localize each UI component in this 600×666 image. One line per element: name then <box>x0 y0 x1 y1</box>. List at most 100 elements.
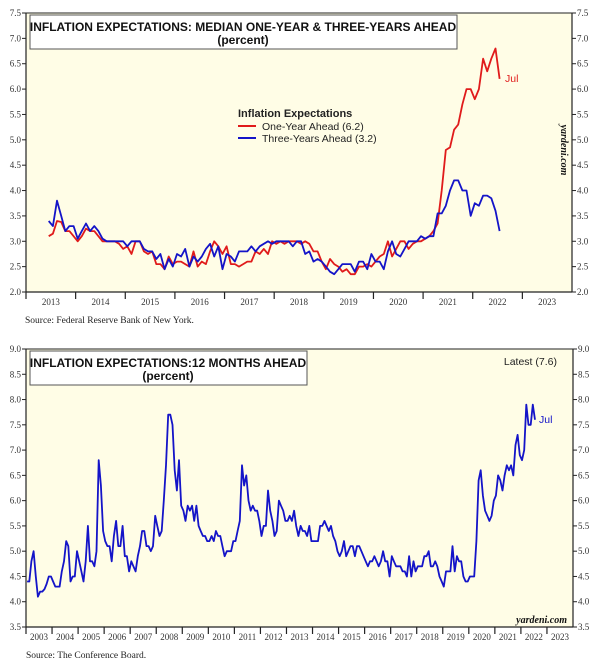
plot-area <box>26 349 573 627</box>
x-tick-label: 2021 <box>499 632 517 642</box>
y-tick-label-left: 3.5 <box>10 211 22 221</box>
y-tick-label-left: 9.0 <box>10 344 22 354</box>
y-tick-label-left: 7.5 <box>10 420 22 430</box>
y-tick-label-right: 5.0 <box>578 546 590 556</box>
source-note: Source: The Conference Board. <box>26 650 146 661</box>
y-tick-label-left: 5.5 <box>10 521 22 531</box>
watermark: yardeni.com <box>515 615 567 626</box>
y-tick-label-left: 8.0 <box>10 395 22 405</box>
y-tick-label-right: 4.5 <box>577 160 589 170</box>
chart-title: INFLATION EXPECTATIONS: MEDIAN ONE-YEAR … <box>30 20 457 34</box>
plot-area <box>26 13 572 292</box>
x-tick-label: 2014 <box>317 632 336 642</box>
y-tick-label-left: 8.5 <box>10 369 22 379</box>
y-tick-label-right: 4.5 <box>578 571 590 581</box>
y-tick-label-left: 3.5 <box>10 622 22 632</box>
y-tick-label-right: 6.5 <box>578 470 590 480</box>
x-tick-label: 2020 <box>389 297 408 307</box>
y-tick-label-left: 6.0 <box>10 84 22 94</box>
x-tick-label: 2004 <box>56 632 75 642</box>
legend-title: Inflation Expectations <box>238 108 352 120</box>
y-tick-label-left: 4.0 <box>10 186 22 196</box>
y-tick-label-right: 4.0 <box>578 597 590 607</box>
x-tick-label: 2022 <box>489 297 507 307</box>
y-tick-label-right: 5.5 <box>577 109 589 119</box>
x-tick-label: 2011 <box>239 632 257 642</box>
y-tick-label-right: 6.0 <box>578 496 590 506</box>
x-tick-label: 2013 <box>42 297 61 307</box>
x-tick-label: 2017 <box>240 297 259 307</box>
x-tick-label: 2016 <box>369 632 388 642</box>
y-tick-label-left: 4.5 <box>10 571 22 581</box>
y-tick-label-right: 6.5 <box>577 59 589 69</box>
x-tick-label: 2006 <box>108 632 127 642</box>
x-tick-label: 2018 <box>421 632 440 642</box>
y-tick-label-left: 4.5 <box>10 160 22 170</box>
chart-nyfed: 2.0 2.0 2.5 2.5 3.0 3.0 3.5 3.5 4.0 4.0 4.5 4.5 5.0 5… <box>10 8 589 326</box>
y-tick-label-right: 6.0 <box>577 84 589 94</box>
x-tick-label: 2017 <box>395 632 414 642</box>
x-tick-label: 2007 <box>134 632 153 642</box>
y-tick-label-right: 2.5 <box>577 262 589 272</box>
source-note: Source: Federal Reserve Bank of New York… <box>25 315 194 326</box>
x-tick-label: 2016 <box>191 297 210 307</box>
y-tick-label-left: 7.0 <box>10 445 22 455</box>
y-tick-label-right: 7.0 <box>578 445 590 455</box>
y-tick-label-left: 7.5 <box>10 8 22 18</box>
x-tick-label: 2010 <box>212 632 231 642</box>
y-tick-label-left: 5.0 <box>10 546 22 556</box>
x-tick-label: 2018 <box>290 297 309 307</box>
title-box <box>29 350 308 386</box>
y-tick-label-left: 4.0 <box>10 597 22 607</box>
chart-subtitle: (percent) <box>217 33 268 47</box>
y-tick-label-right: 9.0 <box>578 344 590 354</box>
y-tick-label-right: 8.0 <box>578 395 590 405</box>
watermark: yardeni.com <box>558 124 569 176</box>
legend-label-one-year: One-Year Ahead (6.2) <box>262 121 364 133</box>
x-tick-label: 2021 <box>439 297 457 307</box>
y-tick-label-left: 7.0 <box>10 33 22 43</box>
x-tick-label: 2015 <box>343 632 362 642</box>
y-tick-label-right: 3.5 <box>577 211 589 221</box>
x-tick-label: 2009 <box>186 632 205 642</box>
y-tick-label-right: 7.5 <box>578 420 590 430</box>
y-tick-label-left: 3.0 <box>10 236 22 246</box>
x-tick-label: 2022 <box>525 632 543 642</box>
y-tick-label-right: 5.5 <box>578 521 590 531</box>
legend-label-three-years: Three-Years Ahead (3.2) <box>262 133 377 145</box>
x-tick-label: 2020 <box>473 632 492 642</box>
y-tick-label-left: 2.0 <box>10 287 22 297</box>
annotation-jul: Jul <box>539 414 552 426</box>
chart-subtitle: (percent) <box>142 369 193 383</box>
y-tick-label-left: 5.5 <box>10 109 22 119</box>
annotation-jul: Jul <box>505 73 518 85</box>
series-line-1 <box>27 403 536 598</box>
x-tick-label: 2013 <box>291 632 310 642</box>
x-tick-label: 2023 <box>551 632 570 642</box>
y-tick-label-left: 6.0 <box>10 496 22 506</box>
y-tick-label-left: 5.0 <box>10 135 22 145</box>
chart-title: INFLATION EXPECTATIONS:12 MONTHS AHEAD <box>30 356 307 370</box>
x-tick-label: 2019 <box>447 632 466 642</box>
y-tick-label-right: 8.5 <box>578 369 590 379</box>
x-tick-label: 2019 <box>340 297 359 307</box>
y-tick-label-right: 3.0 <box>577 236 589 246</box>
x-tick-label: 2014 <box>91 297 110 307</box>
y-tick-label-right: 4.0 <box>577 186 589 196</box>
x-tick-label: 2008 <box>160 632 179 642</box>
y-tick-label-left: 6.5 <box>10 59 22 69</box>
y-tick-label-right: 3.5 <box>578 622 590 632</box>
x-tick-label: 2023 <box>538 297 557 307</box>
y-tick-label-right: 2.0 <box>577 287 589 297</box>
chart-conference-board: 3.5 3.5 4.0 4.0 4.5 4.5 5.0 5.0 5.5 5.5 6.0 6.0 6.5 6… <box>10 344 590 661</box>
y-tick-label-right: 7.0 <box>577 33 589 43</box>
y-tick-label-right: 5.0 <box>577 135 589 145</box>
y-tick-label-left: 2.5 <box>10 262 22 272</box>
latest-label: Latest (7.6) <box>504 356 557 368</box>
y-tick-label-right: 7.5 <box>577 8 589 18</box>
x-tick-label: 2005 <box>82 632 101 642</box>
title-box <box>29 14 458 50</box>
x-tick-label: 2015 <box>141 297 160 307</box>
series-line-2 <box>48 179 501 276</box>
